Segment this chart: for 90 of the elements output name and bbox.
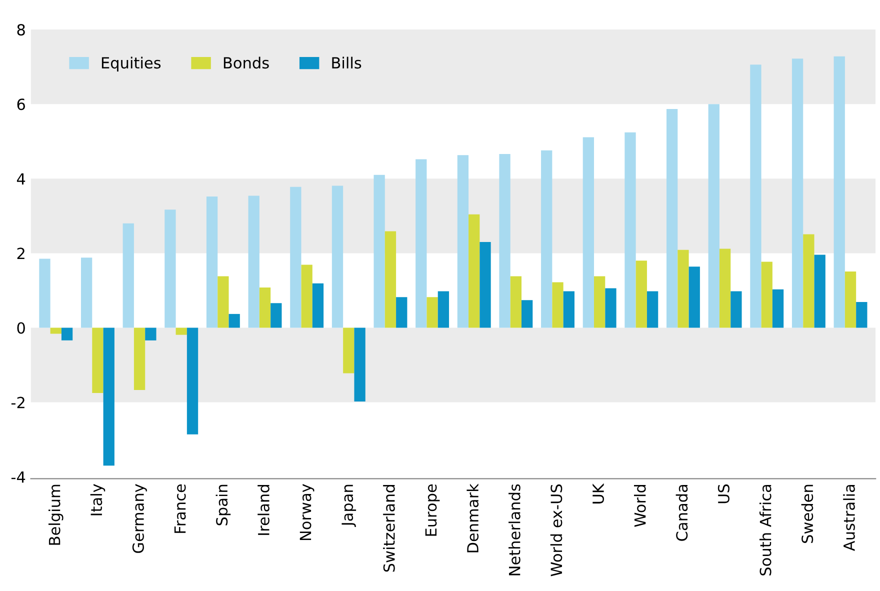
bar: [792, 58, 804, 328]
bar: [678, 250, 689, 328]
x-tick-label: Norway: [300, 484, 314, 540]
bar: [750, 64, 762, 328]
bar: [176, 328, 187, 335]
bar: [50, 328, 62, 334]
legend-label: Bonds: [224, 56, 269, 69]
bar: [688, 266, 700, 328]
bar: [206, 196, 218, 328]
x-tick-label: Germany: [132, 484, 147, 553]
bar: [624, 132, 636, 328]
bar: [563, 291, 574, 328]
y-tick-label: 2: [17, 248, 24, 260]
bar: [582, 137, 594, 328]
bar: [834, 56, 845, 328]
x-tick-label: Netherlands: [508, 484, 520, 576]
bar: [218, 276, 229, 328]
bar: [122, 223, 134, 328]
y-tick-label: 8: [17, 24, 25, 36]
bar: [730, 291, 742, 328]
bar: [457, 155, 469, 328]
bar: [552, 282, 564, 328]
bar: [594, 276, 606, 328]
y-tick-label: -2: [11, 396, 24, 408]
x-tick-label: Ireland: [258, 484, 270, 535]
x-tick-label: US: [718, 484, 730, 504]
x-tick-label: Spain: [216, 484, 231, 526]
bar: [164, 210, 176, 328]
bar: [803, 234, 814, 328]
bar: [814, 254, 826, 328]
legend-label: Equities: [102, 56, 161, 72]
y-tick-label: -4: [11, 472, 26, 483]
x-tick-label: Italy: [90, 484, 106, 516]
x-tick-label: South Africa: [759, 484, 772, 576]
x-tick-label: World: [634, 484, 646, 527]
bar: [605, 288, 616, 328]
bar: [103, 328, 114, 466]
bar: [844, 271, 856, 328]
x-tick-label: UK: [592, 483, 604, 504]
y-tick-label: 0: [17, 322, 25, 334]
bar: [92, 328, 104, 393]
bar: [636, 260, 647, 328]
bar: [772, 289, 784, 328]
bar: [510, 276, 522, 328]
bar: [480, 242, 491, 328]
bar: [186, 328, 198, 434]
bar: [290, 186, 302, 328]
bar: [248, 196, 260, 328]
x-tick-label: Japan: [342, 484, 356, 527]
x-tick-label: Belgium: [48, 484, 64, 545]
x-tick-label: Europe: [425, 484, 440, 536]
y-tick-label: 6: [17, 98, 25, 110]
bar: [541, 150, 552, 328]
bar: [499, 154, 510, 328]
bar: [384, 231, 396, 328]
bar: [761, 262, 772, 328]
bar: [856, 302, 868, 328]
bar: [438, 291, 450, 328]
bar: [719, 248, 731, 328]
bar: [270, 303, 282, 328]
x-tick-label: Australia: [843, 484, 855, 552]
legend-label: Bills: [332, 56, 362, 69]
bar: [646, 291, 658, 328]
bar: [332, 186, 344, 328]
bar: [39, 258, 50, 328]
y-tick-label: 4: [16, 173, 26, 184]
bar: [312, 283, 324, 328]
bar: [228, 314, 240, 328]
bar: [468, 214, 480, 328]
bar: [343, 328, 354, 374]
x-tick-label: World ex-US: [550, 484, 562, 576]
x-tick-label: Canada: [676, 484, 688, 541]
bar: [374, 174, 385, 328]
bar: [80, 258, 92, 328]
bar: [301, 264, 312, 328]
x-tick-label: Denmark: [466, 484, 479, 552]
bar: [416, 159, 427, 328]
bar: [259, 287, 271, 328]
x-tick-label: Switzerland: [383, 484, 395, 572]
bar: [708, 104, 720, 328]
bar: [396, 297, 408, 328]
bar: [61, 328, 73, 340]
x-tick-label: France: [174, 484, 186, 533]
bar: [354, 328, 366, 402]
bar: [145, 328, 156, 340]
bar: [426, 297, 438, 328]
x-tick-label: Sweden: [801, 484, 814, 543]
bar: [666, 108, 678, 328]
bar: [522, 300, 533, 328]
bar: [134, 328, 146, 390]
